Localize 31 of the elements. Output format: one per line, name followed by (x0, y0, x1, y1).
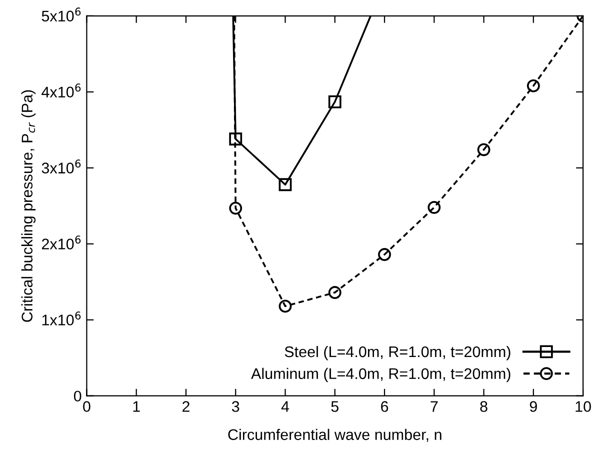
y-tick-label: 4x10$^{6}$ (42, 84, 81, 98)
point (229, 132, 242, 146)
point (378, 248, 391, 261)
y-tick-label: 1x10$^{6}$ (42, 312, 81, 326)
point (328, 286, 342, 299)
legend-label: Steel (L=4.0m, R=1.0m, t=20mm) (284, 346, 510, 360)
x-tick-label: 8 (480, 401, 488, 412)
y-tick-label: 2x10$^{6}$ (42, 236, 81, 250)
y-tick-label: 0 (74, 390, 82, 402)
x-tick-label: 7 (430, 401, 438, 412)
point (278, 300, 292, 313)
point (526, 79, 540, 92)
x-tick-label: 2 (182, 401, 190, 412)
point (477, 143, 490, 156)
y-axis-title: Critical buckling pressure, P$_{cr}$ (Pa) (21, 90, 36, 322)
point (428, 200, 441, 214)
x-tick-label: 1 (133, 401, 140, 412)
x-tick-label: 4 (281, 401, 290, 412)
point (278, 178, 292, 192)
y-tick-label: 3x10$^{6}$ (42, 160, 81, 174)
x-tick-label: 6 (381, 401, 388, 412)
x-tick-label: 0 (83, 401, 90, 412)
x-tick-label: 9 (530, 401, 537, 412)
legend-label: Aluminum (L=4.0m, R=1.0m, t=20mm) (251, 368, 510, 382)
x-tick-label: 3 (232, 401, 240, 412)
y-tick-label: 5x10$^{6}$ (42, 8, 81, 22)
point (229, 202, 242, 215)
x-axis-title: Circumferential wave number, n (228, 428, 442, 442)
x-tick-label: 10 (576, 401, 591, 412)
point (328, 95, 342, 108)
x-tick-label: 5 (331, 401, 338, 412)
